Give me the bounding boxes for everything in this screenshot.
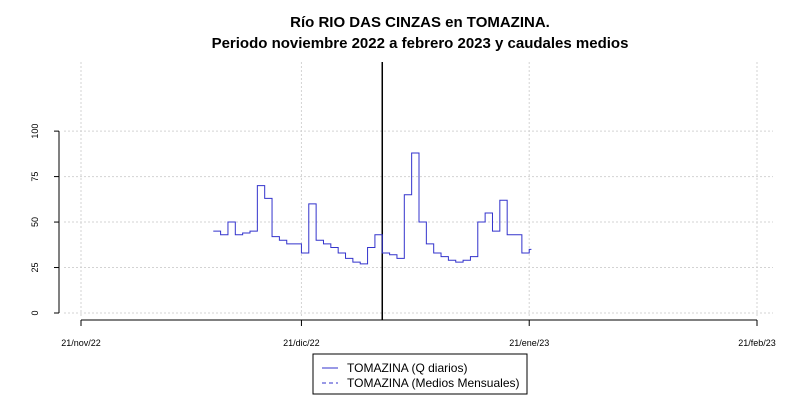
x-tick-label: 21/dic/22 xyxy=(283,338,320,348)
x-tick-label: 21/nov/22 xyxy=(61,338,101,348)
legend: TOMAZINA (Q diarios) TOMAZINA (Medios Me… xyxy=(312,353,528,395)
x-tick-label: 21/feb/23 xyxy=(738,338,776,348)
legend-box xyxy=(312,353,528,395)
x-axis: 21/nov/22 21/dic/22 21/ene/23 21/feb/23 xyxy=(61,319,776,348)
x-tick-label: 21/ene/23 xyxy=(509,338,549,348)
y-tick-label: 75 xyxy=(30,172,40,182)
y-tick-label: 0 xyxy=(30,310,40,315)
legend-entry-monthly: TOMAZINA (Medios Mensuales) xyxy=(347,376,520,390)
y-tick-label: 100 xyxy=(30,124,40,139)
chart-subtitle: Periodo noviembre 2022 a febrero 2023 y … xyxy=(212,35,629,52)
legend-entry-daily: TOMAZINA (Q diarios) xyxy=(347,361,467,375)
y-tick-label: 50 xyxy=(30,217,40,227)
y-axis: 0 25 50 75 100 xyxy=(30,124,60,316)
y-tick-label: 25 xyxy=(30,263,40,273)
series-line-0 xyxy=(213,152,532,265)
series xyxy=(213,152,532,265)
chart-title: Río RIO DAS CINZAS en TOMAZINA. xyxy=(290,14,550,31)
